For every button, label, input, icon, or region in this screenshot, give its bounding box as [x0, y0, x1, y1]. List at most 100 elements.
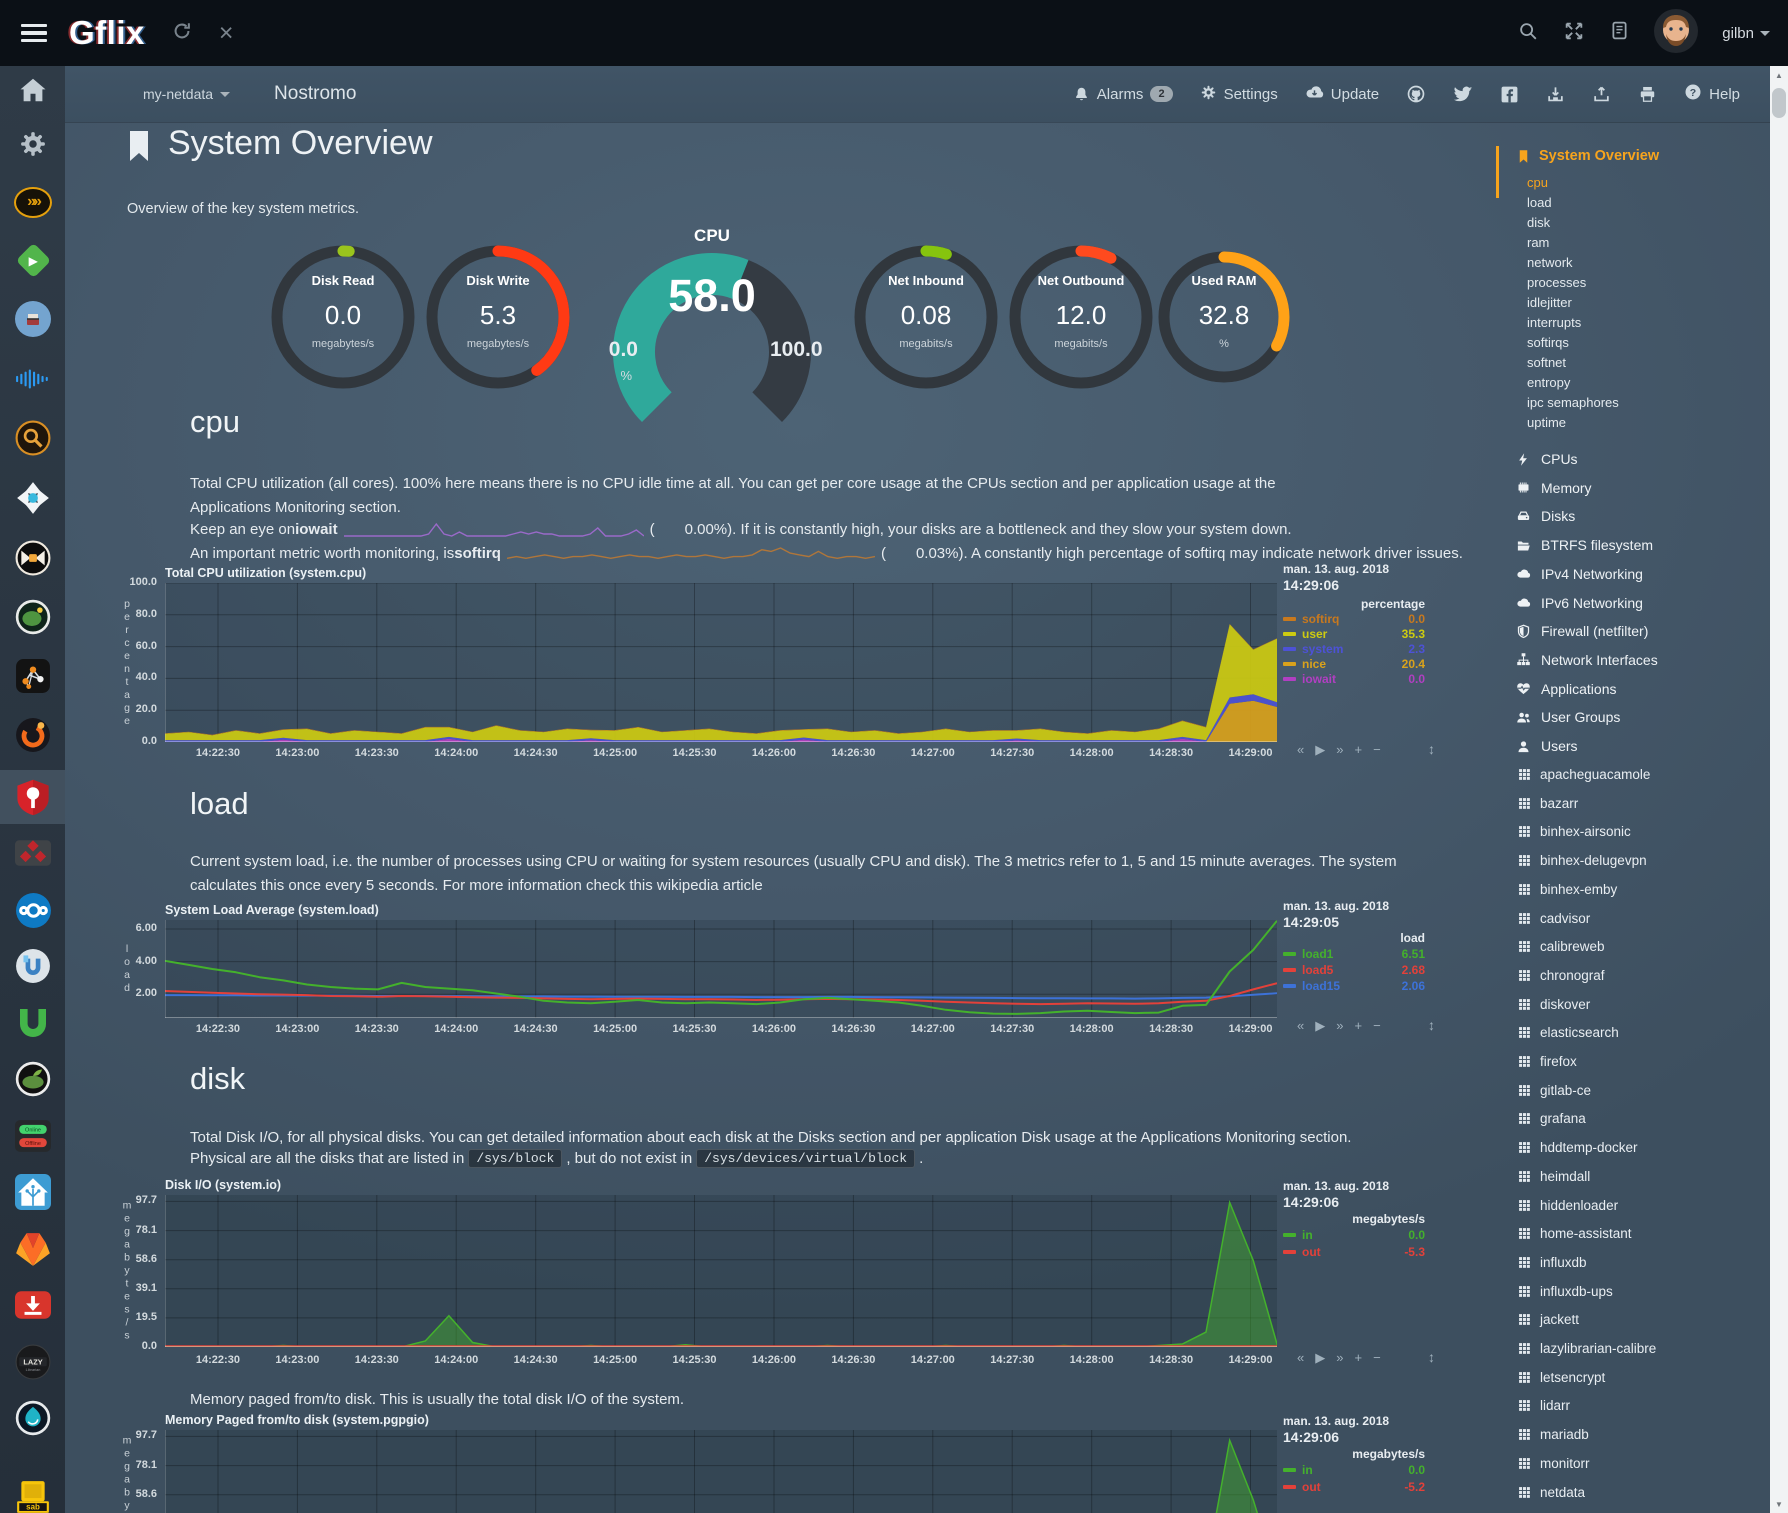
facebook-icon[interactable] [1500, 85, 1519, 104]
scrollbar[interactable]: ▲ ▼ [1770, 66, 1788, 1513]
app-icon-netdata[interactable] [14, 778, 52, 816]
app-icon-home-assistant[interactable] [14, 1173, 52, 1211]
skip-back-icon[interactable]: « [1297, 742, 1304, 758]
gauge-disk-write[interactable]: Disk Write5.3megabytes/s [421, 240, 575, 394]
app-icon-grafana[interactable] [14, 716, 52, 754]
settings-button[interactable]: Settings [1200, 84, 1278, 105]
sidebar-app-firefox[interactable]: firefox [1518, 1054, 1577, 1069]
print-icon[interactable] [1638, 85, 1657, 104]
chart-plot-system.pgpgio[interactable] [165, 1430, 1277, 1513]
scroll-up-icon[interactable]: ▲ [1770, 66, 1788, 84]
sidebar-item-entropy[interactable]: entropy [1527, 374, 1570, 392]
sidebar-app-mariadb[interactable]: mariadb [1518, 1427, 1589, 1442]
scroll-down-icon[interactable]: ▼ [1770, 1495, 1788, 1513]
sidebar-app-lazylibrarian-calibre[interactable]: lazylibrarian-calibre [1518, 1341, 1656, 1356]
app-icon-monitorr[interactable]: OnlineOffline [14, 1117, 52, 1155]
sidebar-app-diskover[interactable]: diskover [1518, 997, 1590, 1012]
app-icon-youtube-dl[interactable] [14, 1286, 52, 1324]
sidebar-section-users[interactable]: Users [1516, 738, 1578, 754]
sidebar-section-applications[interactable]: Applications [1516, 681, 1617, 697]
sidebar-section-ipv6-networking[interactable]: IPv6 Networking [1516, 595, 1643, 611]
sidebar-item-uptime[interactable]: uptime [1527, 414, 1566, 432]
gauge-cpu[interactable]: CPU 58.00.0%100.0 [592, 226, 832, 436]
sidebar-section-btrfs-filesystem[interactable]: BTRFS filesystem [1516, 537, 1653, 553]
sidebar-item-softnet[interactable]: softnet [1527, 354, 1566, 372]
twitter-icon[interactable] [1453, 86, 1473, 103]
sidebar-item-system-overview[interactable]: System Overview [1516, 148, 1659, 164]
app-icon-bazarr[interactable] [14, 300, 52, 338]
home-icon[interactable] [14, 71, 52, 109]
update-button[interactable]: Update [1305, 84, 1379, 104]
sidebar-item-network[interactable]: network [1527, 254, 1573, 272]
search-icon[interactable] [1517, 20, 1539, 47]
sidebar-section-firewall-netfilter-[interactable]: Firewall (netfilter) [1516, 623, 1648, 639]
sidebar-app-home-assistant[interactable]: home-assistant [1518, 1226, 1632, 1241]
sidebar-app-jackett[interactable]: jackett [1518, 1312, 1579, 1327]
zoom-out-icon[interactable]: − [1373, 742, 1381, 758]
sidebar-app-heimdall[interactable]: heimdall [1518, 1169, 1590, 1184]
sidebar-app-influxdb-ups[interactable]: influxdb-ups [1518, 1284, 1613, 1299]
sidebar-item-idlejitter[interactable]: idlejitter [1527, 294, 1572, 312]
sidebar-app-letsencrypt[interactable]: letsencrypt [1518, 1370, 1605, 1385]
chart-resize-handle[interactable]: ↕ [1428, 741, 1435, 757]
sidebar-item-ram[interactable]: ram [1527, 234, 1549, 252]
chart-resize-handle[interactable]: ↕ [1428, 1017, 1435, 1033]
app-icon-ombi[interactable] [14, 539, 52, 577]
sidebar-section-memory[interactable]: Memory [1516, 480, 1592, 496]
app-icon-utorrent[interactable] [14, 1004, 52, 1042]
app-icon-resilio[interactable] [14, 834, 52, 872]
sidebar-app-hddtemp-docker[interactable]: hddtemp-docker [1518, 1140, 1638, 1155]
app-icon-pihole[interactable] [14, 1060, 52, 1098]
chart-plot-system.load[interactable] [165, 920, 1277, 1018]
alarms-button[interactable]: Alarms 2 [1073, 86, 1173, 103]
github-icon[interactable] [1406, 84, 1426, 104]
sidebar-section-user-groups[interactable]: User Groups [1516, 709, 1620, 725]
legend-item-nice[interactable]: nice20.4 [1283, 657, 1425, 671]
sidebar-app-elasticsearch[interactable]: elasticsearch [1518, 1025, 1619, 1040]
legend-item-system[interactable]: system2.3 [1283, 642, 1425, 656]
sidebar-section-disks[interactable]: Disks [1516, 508, 1575, 524]
app-icon-lidarr[interactable] [14, 1399, 52, 1437]
sidebar-item-processes[interactable]: processes [1527, 274, 1586, 292]
legend-item-out[interactable]: out-5.2 [1283, 1480, 1425, 1494]
menu-icon[interactable] [21, 24, 47, 42]
play-icon[interactable]: ▶ [1315, 742, 1325, 758]
legend-item-in[interactable]: in0.0 [1283, 1228, 1425, 1242]
sidebar-app-hiddenloader[interactable]: hiddenloader [1518, 1198, 1618, 1213]
scrollbar-thumb[interactable] [1772, 88, 1786, 118]
legend-item-load1[interactable]: load16.51 [1283, 947, 1425, 961]
sidebar-app-binhex-airsonic[interactable]: binhex-airsonic [1518, 824, 1631, 839]
legend-item-softirq[interactable]: softirq0.0 [1283, 612, 1425, 626]
fullscreen-icon[interactable] [1563, 20, 1585, 47]
sidebar-section-network-interfaces[interactable]: Network Interfaces [1516, 652, 1658, 668]
app-icon-jackett[interactable] [14, 419, 52, 457]
sidebar-section-cpus[interactable]: CPUs [1516, 451, 1578, 467]
refresh-icon[interactable] [171, 20, 193, 47]
chart-plot-system.cpu[interactable] [165, 583, 1277, 742]
sidebar-app-bazarr[interactable]: bazarr [1518, 796, 1578, 811]
skip-forward-icon[interactable]: » [1336, 1018, 1343, 1034]
avatar[interactable] [1654, 9, 1698, 58]
zoom-in-icon[interactable]: + [1354, 1018, 1362, 1034]
help-button[interactable]: ? Help [1684, 83, 1740, 105]
app-icon-guacamole[interactable] [14, 598, 52, 636]
zoom-out-icon[interactable]: − [1373, 1018, 1381, 1034]
zoom-in-icon[interactable]: + [1354, 742, 1362, 758]
close-icon[interactable]: × [219, 23, 234, 43]
app-icon-sabnzbd[interactable]: sab [14, 1478, 52, 1513]
skip-back-icon[interactable]: « [1297, 1350, 1304, 1366]
sidebar-item-load[interactable]: load [1527, 194, 1552, 212]
sidebar-item-interrupts[interactable]: interrupts [1527, 314, 1581, 332]
gauge-used-ram[interactable]: Used RAM32.8% [1153, 246, 1295, 388]
play-icon[interactable]: ▶ [1315, 1350, 1325, 1366]
sidebar-app-cadvisor[interactable]: cadvisor [1518, 911, 1590, 926]
app-icon-kitana[interactable] [14, 479, 52, 517]
gauge-net-inbound[interactable]: Net Inbound0.08megabits/s [849, 240, 1003, 394]
play-icon[interactable]: ▶ [1315, 1018, 1325, 1034]
sidebar-app-netdata[interactable]: netdata [1518, 1485, 1585, 1500]
import-icon[interactable] [1546, 85, 1565, 104]
app-title[interactable]: Gflix [69, 14, 145, 52]
sidebar-app-chronograf[interactable]: chronograf [1518, 968, 1605, 983]
sidebar-app-gitlab-ce[interactable]: gitlab-ce [1518, 1083, 1591, 1098]
app-icon-airsonic[interactable] [14, 360, 52, 398]
